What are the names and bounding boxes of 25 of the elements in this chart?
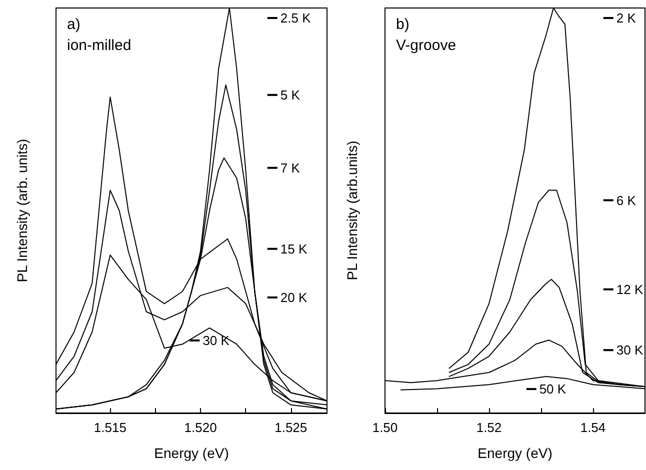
x-tick-label: 1.52 — [476, 420, 502, 435]
legend-label: 2 K — [616, 10, 636, 26]
x-tick-label: 1.525 — [274, 420, 308, 435]
x-axis-title: Energy (eV) — [154, 445, 229, 461]
x-tick-label: 1.54 — [580, 420, 606, 435]
legend-label: 15 K — [280, 241, 308, 256]
legend-label: 50 K — [539, 382, 566, 397]
legend-label: 7 K — [280, 160, 300, 176]
x-tick-label: 1.50 — [372, 420, 398, 435]
text: a) — [67, 16, 80, 33]
x-tick-label: 1.515 — [94, 420, 126, 435]
y-axis-title: PL Intensity (arb. units) — [14, 138, 30, 282]
legend-label: 20 K — [280, 290, 308, 305]
legend-label: 12 K — [616, 282, 644, 297]
legend-label: 5 K — [280, 87, 300, 102]
y-axis-title: PL Intensity (arb.units) — [344, 140, 360, 280]
x-axis-title: Energy (eV) — [478, 445, 552, 461]
text: ion-milled — [67, 37, 132, 54]
text: V-groove — [396, 37, 456, 54]
x-tick-label: 1.520 — [184, 420, 217, 435]
legend-label: 30 K — [616, 342, 644, 358]
legend-label: 30 K — [202, 332, 230, 348]
legend-label: 6 K — [616, 192, 636, 208]
text: b) — [396, 16, 410, 33]
legend-label: 2.5 K — [280, 10, 312, 26]
